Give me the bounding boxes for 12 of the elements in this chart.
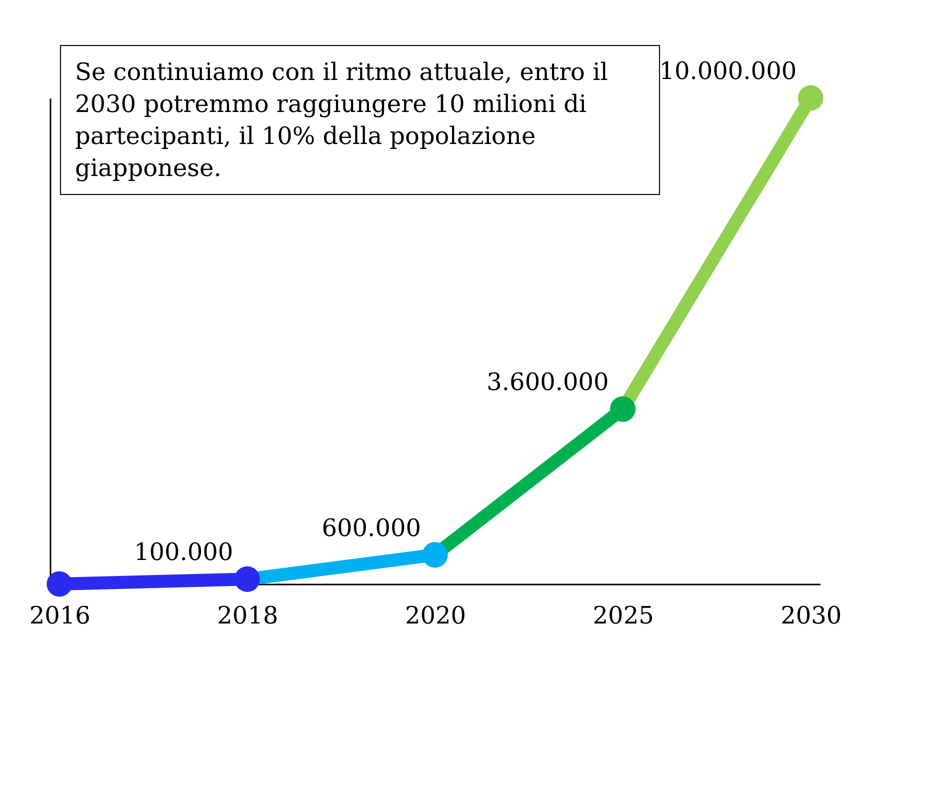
x-tick-label: 2030	[780, 602, 842, 630]
data-label: 600.000	[322, 514, 421, 542]
data-label: 10.000.000	[659, 57, 797, 85]
point	[798, 85, 824, 111]
x-tick-label: 2020	[404, 602, 466, 630]
data-label: 3.600.000	[486, 368, 609, 396]
x-tick-label: 2016	[29, 602, 90, 630]
point	[46, 571, 72, 597]
data-label: 100.000	[134, 538, 234, 566]
x-tick-label: 2018	[217, 602, 278, 630]
annotation: Se continuiamo con il ritmo attuale, entro il 2030 potremmo raggiungere 10 milioni di partecipanti, il 10% della popolazione giapponese.	[60, 45, 660, 195]
x-tick-label: 2025	[592, 602, 654, 630]
